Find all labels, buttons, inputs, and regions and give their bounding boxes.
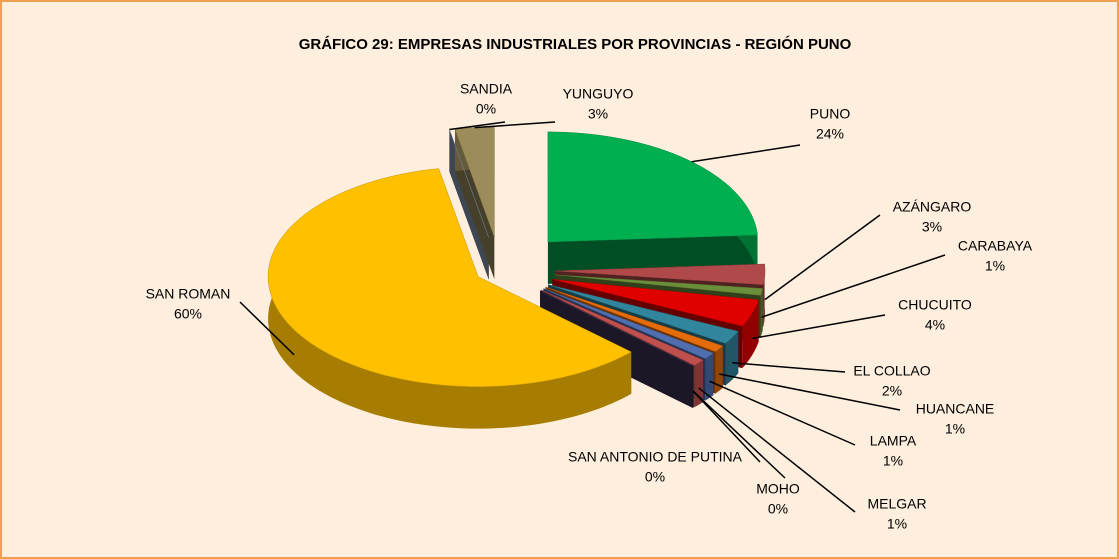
slice — [548, 284, 739, 344]
slice-label: EL COLLAO — [853, 363, 930, 379]
slice-value-label: 2% — [882, 383, 902, 399]
slice-label: AZÁNGARO — [893, 199, 972, 215]
leader-line — [239, 301, 295, 356]
slice — [554, 274, 763, 296]
slice-label: SAN ROMAN — [146, 286, 231, 302]
slice-outer-wall — [725, 331, 739, 386]
slice-label: SANDIA — [460, 81, 513, 97]
slice-label: MOHO — [756, 481, 800, 497]
slice-label: HUANCANE — [916, 401, 995, 417]
leader-line — [449, 121, 506, 131]
slice-outer-wall — [742, 299, 759, 369]
slice — [552, 279, 759, 327]
slice — [547, 131, 758, 243]
slice — [554, 263, 766, 286]
slice — [545, 286, 724, 352]
slice-label: CHUCUITO — [898, 297, 972, 313]
slice-outer-wall — [760, 288, 763, 338]
leader-line — [698, 387, 856, 513]
slice-value-label: 24% — [816, 126, 844, 142]
leader-line — [719, 373, 901, 411]
chart-title: GRÁFICO 29: EMPRESAS INDUSTRIALES POR PR… — [299, 35, 852, 53]
slice-label: MELGAR — [867, 496, 926, 512]
leader-line — [709, 380, 856, 446]
slice-value-label: 1% — [887, 516, 907, 532]
slice-value-label: 1% — [985, 258, 1005, 274]
slice — [543, 288, 714, 359]
leader-line — [474, 121, 556, 129]
leader-line — [692, 390, 761, 463]
slice-value-label: 0% — [768, 501, 788, 517]
leader-line — [691, 144, 801, 163]
slice-label: LAMPA — [870, 433, 917, 449]
slice — [541, 289, 704, 366]
slice-tops — [267, 126, 766, 387]
slice — [267, 168, 632, 387]
leader-line — [732, 362, 846, 373]
slice — [449, 129, 489, 238]
slice-value-label: 3% — [588, 106, 608, 122]
slice-value-label: 1% — [883, 453, 903, 469]
leader-line — [692, 390, 786, 479]
slice-label: PUNO — [810, 106, 851, 122]
slice-outer-wall — [268, 168, 632, 429]
slice-outer-wall — [705, 353, 714, 401]
slice-label: SAN ANTONIO DE PUTINA — [568, 449, 743, 465]
leader-line — [764, 214, 881, 301]
leader-line — [751, 314, 886, 340]
slice-value-label: 4% — [925, 317, 945, 333]
slice-value-label: 3% — [922, 219, 942, 235]
slice-value-label: 0% — [476, 101, 496, 117]
slice-value-label: 0% — [645, 469, 665, 485]
slice-outer-wall — [715, 345, 723, 394]
slice-value-label: 60% — [174, 306, 202, 322]
slice-label: YUNGUYO — [563, 86, 634, 102]
leader-line — [761, 254, 946, 318]
slice-label: CARABAYA — [958, 238, 1033, 254]
slice-value-label: 1% — [945, 421, 965, 437]
